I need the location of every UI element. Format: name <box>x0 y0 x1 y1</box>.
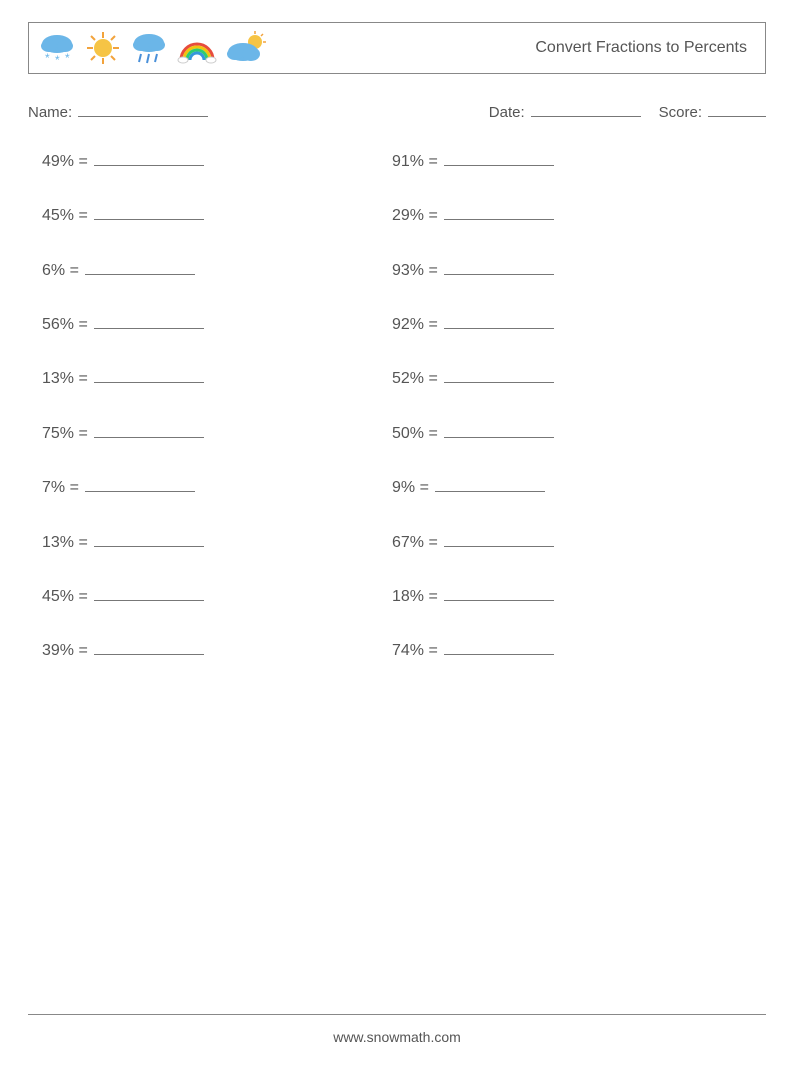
header-box: * * * <box>28 22 766 74</box>
rainbow-icon <box>177 30 217 66</box>
problem-percent: 39% = <box>42 642 92 660</box>
snow-cloud-icon: * * * <box>37 30 77 66</box>
sun-icon <box>85 30 121 66</box>
answer-blank[interactable] <box>444 422 554 437</box>
date-label: Date: <box>489 104 525 121</box>
answer-blank[interactable] <box>94 422 204 437</box>
problem-percent: 13% = <box>42 534 92 552</box>
svg-text:*: * <box>45 51 50 65</box>
problem-item: 52% = <box>392 368 742 388</box>
score-label: Score: <box>659 104 702 121</box>
answer-blank[interactable] <box>94 314 204 329</box>
problem-percent: 93% = <box>392 262 442 280</box>
problem-item: 18% = <box>392 586 742 606</box>
page-title: Convert Fractions to Percents <box>535 39 747 57</box>
problem-item: 9% = <box>392 477 742 497</box>
problem-percent: 91% = <box>392 153 442 171</box>
info-row: Name: Date: Score: <box>28 102 766 121</box>
answer-blank[interactable] <box>444 640 554 655</box>
rain-cloud-icon <box>129 30 169 66</box>
problem-percent: 75% = <box>42 425 92 443</box>
sun-cloud-icon <box>225 30 269 66</box>
answer-blank[interactable] <box>444 368 554 383</box>
answer-blank[interactable] <box>94 368 204 383</box>
problem-percent: 45% = <box>42 588 92 606</box>
date-blank[interactable] <box>531 102 641 117</box>
svg-text:*: * <box>55 53 60 66</box>
problem-percent: 56% = <box>42 316 92 334</box>
problem-percent: 50% = <box>392 425 442 443</box>
problem-percent: 49% = <box>42 153 92 171</box>
problem-percent: 18% = <box>392 588 442 606</box>
answer-blank[interactable] <box>94 151 204 166</box>
worksheet-page: * * * <box>0 22 794 1075</box>
answer-blank[interactable] <box>444 586 554 601</box>
answer-blank[interactable] <box>94 205 204 220</box>
answer-blank[interactable] <box>444 151 554 166</box>
answer-blank[interactable] <box>85 259 195 274</box>
answer-blank[interactable] <box>85 477 195 492</box>
answer-blank[interactable] <box>444 314 554 329</box>
answer-blank[interactable] <box>94 586 204 601</box>
problem-item: 7% = <box>42 477 392 497</box>
footer-text: www.snowmath.com <box>0 1029 794 1045</box>
problem-item: 67% = <box>392 531 742 551</box>
problem-item: 39% = <box>42 640 392 660</box>
problem-item: 29% = <box>392 205 742 225</box>
footer-divider <box>28 1014 766 1015</box>
problem-item: 91% = <box>392 151 742 171</box>
problem-percent: 9% = <box>392 479 433 497</box>
date-field: Date: <box>489 102 641 121</box>
problem-item: 13% = <box>42 368 392 388</box>
score-blank[interactable] <box>708 102 766 117</box>
problem-percent: 74% = <box>392 642 442 660</box>
problem-item: 49% = <box>42 151 392 171</box>
problem-percent: 67% = <box>392 534 442 552</box>
answer-blank[interactable] <box>94 640 204 655</box>
answer-blank[interactable] <box>444 259 554 274</box>
problem-item: 93% = <box>392 259 742 279</box>
problem-item: 50% = <box>392 422 742 442</box>
problem-percent: 52% = <box>392 370 442 388</box>
problem-item: 56% = <box>42 314 392 334</box>
problem-item: 45% = <box>42 205 392 225</box>
problem-percent: 6% = <box>42 262 83 280</box>
answer-blank[interactable] <box>444 531 554 546</box>
problem-percent: 29% = <box>392 207 442 225</box>
problem-item: 6% = <box>42 259 392 279</box>
problem-item: 92% = <box>392 314 742 334</box>
problem-percent: 92% = <box>392 316 442 334</box>
problem-percent: 7% = <box>42 479 83 497</box>
problem-item: 45% = <box>42 586 392 606</box>
problems-grid: 49% = 91% = 45% = 29% = 6% = 93% = 56% =… <box>42 151 766 661</box>
svg-text:*: * <box>65 51 70 65</box>
problem-percent: 45% = <box>42 207 92 225</box>
problem-item: 75% = <box>42 422 392 442</box>
answer-blank[interactable] <box>444 205 554 220</box>
weather-icon-row: * * * <box>37 30 269 66</box>
problem-percent: 13% = <box>42 370 92 388</box>
name-field: Name: <box>28 102 208 121</box>
problem-item: 74% = <box>392 640 742 660</box>
name-label: Name: <box>28 104 72 121</box>
problem-item: 13% = <box>42 531 392 551</box>
answer-blank[interactable] <box>94 531 204 546</box>
name-blank[interactable] <box>78 102 208 117</box>
answer-blank[interactable] <box>435 477 545 492</box>
score-field: Score: <box>659 102 766 121</box>
